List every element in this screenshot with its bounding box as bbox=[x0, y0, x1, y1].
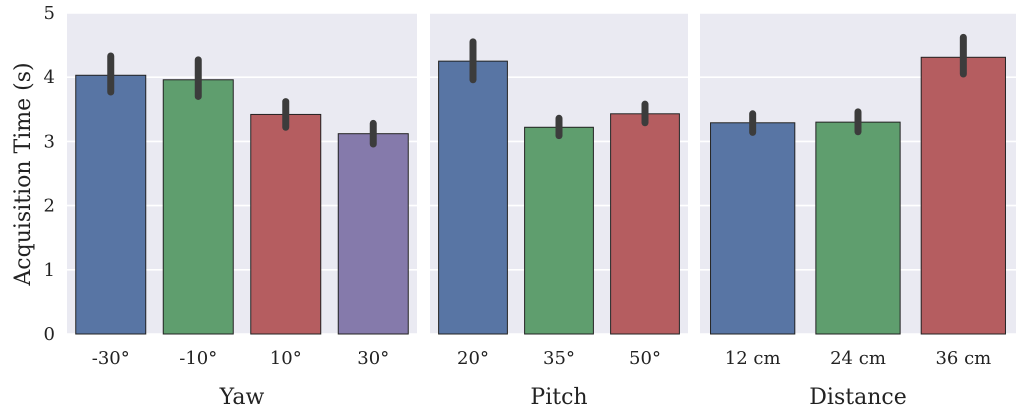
bar-10° bbox=[250, 113, 322, 335]
bar-36 cm bbox=[920, 56, 1006, 335]
y-tick-label: 5 bbox=[44, 3, 55, 24]
x-tick-label: 10° bbox=[270, 348, 302, 369]
bar--10° bbox=[162, 79, 234, 335]
x-tick-label: 50° bbox=[629, 348, 661, 369]
bar-12 cm bbox=[710, 122, 796, 335]
x-tick-label: 30° bbox=[357, 348, 389, 369]
y-tick-label: 1 bbox=[44, 260, 55, 281]
x-tick-label: 12 cm bbox=[725, 348, 781, 369]
y-tick-label: 3 bbox=[44, 131, 55, 152]
panel-distance: 12 cm 24 cm 36 cm Distance bbox=[700, 12, 1016, 410]
bar-30° bbox=[337, 133, 409, 335]
bar-35° bbox=[524, 126, 594, 335]
y-tick-label: 2 bbox=[44, 196, 55, 217]
y-tick-label: 4 bbox=[44, 67, 55, 88]
x-tick-label: -10° bbox=[179, 348, 217, 369]
x-tick-label: 24 cm bbox=[830, 348, 886, 369]
bar-24 cm bbox=[815, 121, 901, 335]
bar-50° bbox=[610, 113, 680, 335]
y-tick-label: 0 bbox=[44, 324, 55, 345]
y-axis-label: Acquisition Time (s) bbox=[11, 62, 36, 286]
x-tick-label: 36 cm bbox=[935, 348, 991, 369]
bar-20° bbox=[438, 60, 508, 335]
panel-yaw: 0 1 2 3 4 5 -30° -10° 10° 30° Yaw bbox=[44, 3, 417, 410]
x-tick-label: -30° bbox=[92, 348, 130, 369]
x-tick-label: 20° bbox=[457, 348, 489, 369]
panel-pitch: 20° 35° 50° Pitch bbox=[430, 12, 688, 410]
x-tick-label: 35° bbox=[543, 348, 575, 369]
x-axis-label: Pitch bbox=[530, 385, 587, 410]
x-axis-label: Distance bbox=[809, 385, 906, 410]
x-axis-label: Yaw bbox=[219, 385, 265, 410]
bar--30° bbox=[75, 74, 147, 335]
